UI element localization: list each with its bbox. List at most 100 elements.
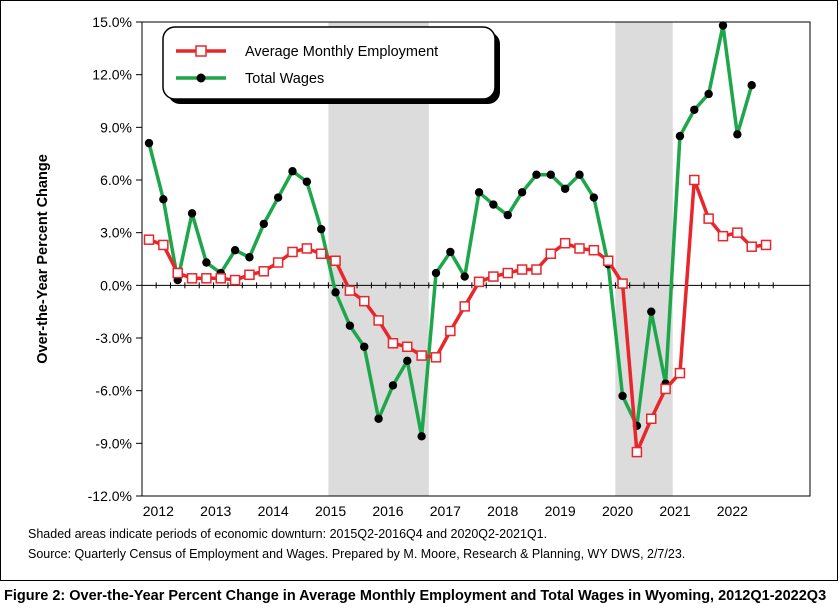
employment-point — [574, 243, 585, 254]
y-tick-label: -3.0% — [95, 330, 132, 346]
employment-point — [732, 227, 743, 238]
wages-point — [718, 21, 728, 30]
wages-point — [273, 193, 283, 202]
employment-point — [416, 350, 427, 361]
wages-point — [546, 170, 555, 179]
wages-point — [259, 219, 268, 229]
wages-point — [245, 253, 254, 262]
employment-point — [186, 273, 198, 284]
line-chart: 15.0% 12.0% 9.0% 6.0% 3.0% 0.0% -3.0% -6.0% -9.0… — [35, 14, 811, 519]
employment-point — [717, 230, 729, 242]
wages-point — [589, 193, 599, 202]
employment-point — [760, 239, 772, 251]
wages-point — [532, 170, 541, 179]
y-tick-label: 9.0% — [100, 119, 132, 135]
employment-point — [344, 285, 356, 296]
y-tick-label: 12.0% — [92, 67, 132, 83]
y-axis-ticks: 15.0% 12.0% 9.0% 6.0% 3.0% 0.0% -3.0% -6.0% -9.0… — [88, 14, 142, 504]
employment-point — [617, 278, 628, 289]
employment-point — [473, 276, 485, 288]
wages-point — [388, 381, 398, 390]
employment-point — [229, 274, 241, 286]
y-tick-label: -12.0% — [88, 488, 132, 504]
x-tick-label: 2019 — [545, 503, 576, 519]
source-note: Source: Quarterly Census of Employment a… — [28, 547, 686, 561]
wages-point — [202, 258, 211, 267]
wages-point — [302, 177, 312, 186]
employment-point — [559, 237, 571, 249]
y-axis-label: Over-the-Year Percent Change — [35, 154, 51, 364]
y-tick-label: 0.0% — [100, 277, 132, 293]
wages-point — [618, 391, 627, 401]
wages-point — [517, 188, 527, 197]
employment-point — [531, 264, 542, 275]
employment-point — [172, 267, 183, 279]
wages-point — [230, 246, 240, 255]
employment-point — [660, 383, 671, 395]
legend-wages-label: Total Wages — [245, 71, 324, 87]
wages-point — [446, 247, 455, 257]
employment-point — [488, 271, 499, 282]
employment-point — [502, 267, 513, 279]
employment-point — [545, 248, 557, 259]
figure-frame — [0, 0, 838, 581]
wages-point — [331, 288, 340, 297]
y-tick-label: 15.0% — [92, 14, 132, 30]
employment-point — [330, 255, 341, 267]
x-axis-ticks: 2012 2013 2014 2015 2016 2017 2018 2019 2020 2021… — [143, 282, 774, 519]
wages-point — [733, 130, 742, 139]
wages-point — [675, 131, 685, 141]
x-tick-label: 2018 — [487, 503, 518, 519]
wages-point — [374, 414, 383, 423]
plot-area-border — [141, 21, 811, 497]
employment-point — [445, 325, 456, 337]
employment-point — [746, 241, 757, 252]
wages-point — [345, 321, 355, 330]
series-layer — [143, 21, 772, 458]
legend-employment-label: Average Monthly Employment — [245, 44, 438, 60]
wages-point — [360, 342, 369, 351]
wages-point — [489, 200, 498, 209]
employment-point — [158, 239, 169, 251]
employment-point — [272, 257, 284, 268]
wages-point — [704, 89, 713, 99]
employment-point — [588, 244, 600, 256]
employment-point — [689, 174, 700, 186]
shaded-areas-note: Shaded areas indicate periods of economi… — [28, 527, 548, 541]
y-tick-label: 6.0% — [100, 172, 132, 188]
wages-point — [460, 272, 469, 281]
series-employment — [143, 174, 772, 458]
employment-point — [631, 446, 643, 458]
employment-point — [430, 352, 442, 363]
wages-point — [159, 195, 168, 204]
shaded-period-2 — [615, 22, 673, 496]
employment-point — [258, 266, 270, 277]
employment-point — [301, 243, 313, 254]
employment-point — [215, 273, 226, 284]
employment-point — [315, 248, 327, 259]
x-tick-label: 2022 — [717, 503, 748, 519]
wages-point — [747, 81, 756, 90]
wages-point — [144, 138, 154, 148]
employment-point — [244, 269, 255, 281]
wages-point — [187, 209, 197, 218]
wages-point — [503, 210, 512, 220]
x-tick-label: 2020 — [602, 503, 633, 519]
employment-point — [402, 341, 413, 353]
y-tick-label: -6.0% — [95, 383, 132, 399]
employment-point — [459, 301, 470, 312]
legend-wages-marker — [196, 73, 206, 83]
employment-point — [516, 264, 528, 275]
employment-point — [201, 273, 212, 284]
employment-point — [703, 213, 714, 224]
wages-point — [317, 224, 326, 234]
y-tick-label: 3.0% — [100, 225, 132, 241]
wages-point — [431, 268, 441, 278]
employment-point — [646, 413, 657, 425]
wages-point — [403, 356, 412, 366]
wages-point — [560, 184, 570, 193]
employment-point — [674, 367, 686, 379]
employment-point — [602, 255, 614, 267]
wages-point — [417, 432, 426, 441]
employment-point — [143, 234, 155, 245]
